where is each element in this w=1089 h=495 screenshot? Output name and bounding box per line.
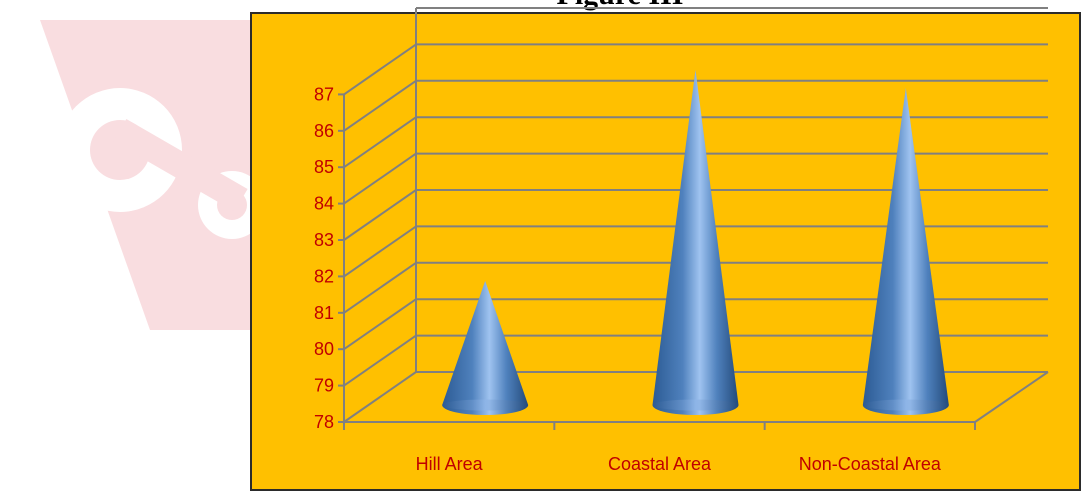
gridline-diagonal <box>343 371 417 423</box>
cone-base <box>442 399 529 411</box>
gridline-diagonal <box>343 43 417 96</box>
gridline-diagonal <box>343 334 417 387</box>
cone-base <box>652 399 739 411</box>
cone-bar <box>442 280 529 415</box>
cone-bar <box>652 69 739 415</box>
gridline-diagonal <box>343 189 417 241</box>
figure-title: Figure III <box>460 0 780 12</box>
y-tick-label: 87 <box>314 84 334 104</box>
y-tick-label: 78 <box>314 412 334 432</box>
y-tick-label: 83 <box>314 230 334 250</box>
y-tick-label: 85 <box>314 157 334 177</box>
gridline-diagonal <box>343 152 417 205</box>
gridline-diagonal <box>343 225 417 278</box>
x-category-label: Coastal Area <box>608 454 712 474</box>
y-tick-label: 79 <box>314 376 334 396</box>
y-tick-label: 80 <box>314 339 334 359</box>
cone-bar <box>862 87 949 416</box>
y-tick-label: 84 <box>314 194 334 214</box>
y-tick-label: 82 <box>314 266 334 286</box>
gridline-diagonal <box>343 298 417 351</box>
y-tick-label: 81 <box>314 303 334 323</box>
gridline-diagonal <box>343 261 417 314</box>
x-category-label: Non-Coastal Area <box>799 454 942 474</box>
floor-right-edge <box>974 371 1049 423</box>
x-category-label: Hill Area <box>416 454 484 474</box>
y-tick-label: 86 <box>314 121 334 141</box>
cone-base <box>862 399 949 411</box>
gridline-diagonal <box>343 116 417 169</box>
gridline-diagonal <box>343 79 417 132</box>
